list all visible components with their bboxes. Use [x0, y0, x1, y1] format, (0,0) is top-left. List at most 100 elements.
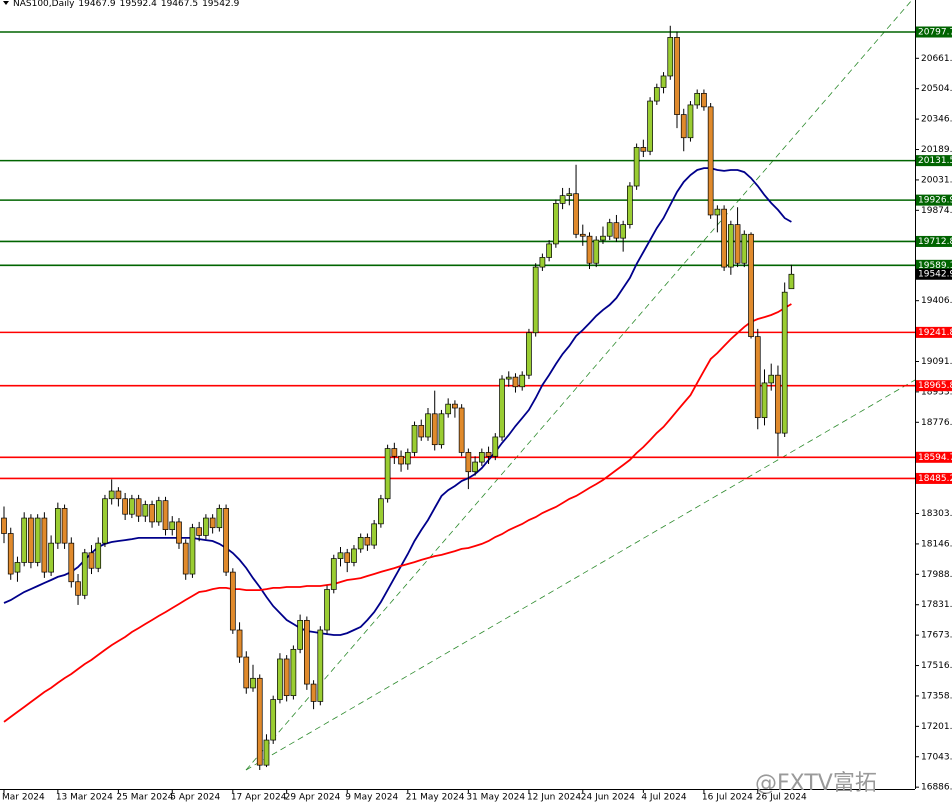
level-label-box	[916, 155, 952, 167]
plot-area	[0, 0, 916, 771]
candle-body	[28, 517, 34, 563]
candle-body	[142, 504, 149, 517]
candle-body	[579, 233, 586, 237]
x-tick-label: 12 Jun 2024	[527, 793, 581, 803]
candle-body	[505, 376, 512, 380]
candle-body	[472, 461, 478, 473]
candle-body	[411, 425, 418, 453]
current-price-label: 19542.9	[918, 270, 952, 280]
candle-body	[546, 243, 552, 258]
x-tick-label: 4 Jul 2024	[641, 793, 686, 803]
y-tick-label: 18146.0	[921, 539, 952, 549]
high-value: 19592.4	[120, 0, 157, 9]
y-tick-label: 18776.0	[921, 418, 952, 428]
current-price-box	[916, 268, 952, 280]
candle-body	[701, 92, 707, 108]
candle-body	[660, 75, 667, 88]
candle-body	[149, 504, 155, 523]
candle-body	[283, 658, 290, 697]
candle-body	[768, 374, 775, 384]
level-label: 20797.7	[918, 28, 952, 38]
x-tick-label: 17 Apr 2024	[231, 793, 287, 803]
candle-body	[324, 589, 330, 631]
candle-body	[223, 508, 229, 573]
candle-body	[14, 562, 21, 573]
candle-body	[263, 739, 270, 766]
candle-body	[714, 208, 721, 216]
y-tick-label: 20504.0	[921, 84, 952, 94]
candle-body	[169, 521, 176, 530]
y-tick-label: 17358.5	[921, 691, 952, 701]
y-tick-label: 17988.5	[921, 570, 952, 580]
candle-body	[81, 552, 88, 596]
candle-body	[465, 452, 472, 473]
candle-body	[277, 658, 283, 700]
x-tick-label: 26 Jul 2024	[756, 793, 807, 803]
moving-average-line	[3, 167, 792, 636]
candle-body	[667, 37, 674, 77]
low-value: 19467.5	[161, 0, 198, 9]
candle-body	[492, 436, 499, 457]
y-tick-label: 19874.0	[921, 206, 952, 216]
candle-body	[404, 452, 411, 465]
candle-body	[378, 498, 384, 525]
level-label-box	[916, 259, 952, 271]
candle-body	[694, 92, 701, 106]
candle-body	[351, 548, 357, 563]
candle-body	[129, 498, 135, 515]
level-label-box	[916, 326, 952, 338]
candle-body	[176, 521, 182, 544]
level-label-box	[916, 26, 952, 38]
candle-body	[115, 490, 122, 500]
candle-body	[209, 517, 216, 529]
candle-body	[398, 455, 404, 465]
y-tick-label: 20661.5	[921, 54, 952, 64]
trend-line	[245, 379, 916, 771]
candle-body	[499, 378, 505, 438]
candle-body	[647, 100, 653, 152]
candle-body	[344, 552, 351, 563]
candle-body	[418, 425, 425, 438]
level-label: 19712.8	[918, 237, 952, 247]
candle-body	[566, 193, 573, 197]
candle-body	[478, 452, 485, 463]
candle-body	[310, 683, 317, 702]
candle-body	[337, 552, 344, 559]
candle-body	[727, 224, 734, 268]
candle-body	[229, 571, 236, 631]
candle-body	[236, 629, 243, 658]
close-value: 19542.9	[202, 0, 239, 9]
candle-body	[586, 235, 593, 264]
level-label: 18594.7	[918, 453, 952, 463]
candle-body	[606, 222, 613, 237]
candle-body	[748, 233, 754, 337]
x-tick-label: 25 Mar 2024	[116, 793, 173, 803]
candle-body	[290, 648, 297, 697]
y-tick-label: 18303.5	[921, 509, 952, 519]
level-label: 19241.8	[918, 328, 952, 338]
candle-body	[135, 498, 142, 517]
candle-body	[680, 114, 687, 139]
candle-body	[620, 224, 627, 239]
candle-body	[640, 147, 647, 152]
candle-body	[216, 508, 223, 529]
candle-body	[707, 106, 714, 216]
level-label: 19589.1	[918, 261, 952, 271]
y-tick-label: 20031.5	[921, 175, 952, 185]
level-label: 18965.8	[918, 381, 952, 391]
candle-body	[270, 699, 277, 741]
candle-body	[391, 448, 398, 457]
candle-body	[196, 527, 203, 536]
candle-body	[741, 233, 748, 264]
x-tick-label: 29 Apr 2024	[285, 793, 341, 803]
y-tick-label: 17673.5	[921, 631, 952, 641]
level-label: 19926.9	[918, 196, 952, 206]
candle-body	[674, 37, 680, 115]
candle-body	[573, 193, 579, 235]
candle-body	[61, 508, 68, 544]
candle-body	[761, 382, 768, 419]
candle-body	[425, 413, 431, 438]
moving-average-line	[3, 303, 792, 723]
candle-body	[532, 266, 539, 334]
